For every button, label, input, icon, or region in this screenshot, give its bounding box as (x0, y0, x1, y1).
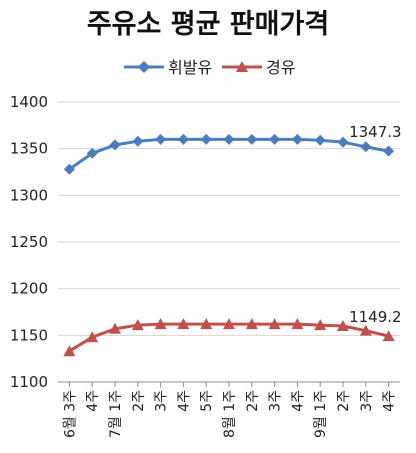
data-point-0-12 (337, 136, 349, 148)
y-tick-label: 1300 (10, 186, 48, 204)
data-point-0-6 (200, 133, 212, 145)
x-tick-label: 8월 1주 (222, 390, 238, 438)
data-point-1-0 (63, 345, 76, 357)
x-tick-label: 3주 (154, 390, 170, 412)
gridlines (58, 101, 400, 336)
data-point-0-3 (132, 135, 144, 147)
data-point-0-9 (269, 133, 281, 145)
data-point-0-4 (155, 133, 167, 145)
x-tick-label: 4주 (382, 390, 398, 412)
data-point-1-3 (131, 319, 144, 331)
data-point-1-14 (382, 330, 395, 342)
data-point-0-10 (291, 133, 303, 145)
legend-label-diesel: 경유 (266, 58, 295, 77)
data-point-1-4 (154, 318, 167, 330)
data-point-1-2 (109, 322, 121, 334)
x-tick-label: 3주 (268, 390, 284, 412)
legend-marker-diesel (236, 61, 248, 72)
data-point-0-2 (109, 139, 121, 151)
data-point-1-13 (359, 324, 372, 336)
x-tick-label: 2주 (336, 390, 352, 412)
x-tick-label: 4주 (176, 390, 192, 412)
data-point-0-1 (86, 147, 98, 159)
x-axis-ticks: 6월 3주 4주 7월 1주 2주 3주 4주 5주 8월 1주 2주 3주 4주 9월 1주 2주 3주… (62, 382, 398, 438)
data-point-0-7 (223, 133, 235, 145)
x-tick-label: 7월 1주 (108, 390, 124, 438)
data-point-1-8 (245, 318, 258, 330)
data-point-0-11 (314, 134, 326, 146)
data-point-1-11 (314, 319, 327, 331)
data-label-1: 1149.2 (349, 308, 402, 326)
legend-marker-gasoline (138, 61, 150, 73)
data-point-1-1 (86, 331, 99, 343)
x-tick-label: 4주 (290, 390, 306, 412)
x-tick-label: 5주 (199, 390, 215, 412)
legend: 휘발유 경유 (124, 58, 295, 77)
y-tick-label: 1250 (10, 233, 48, 251)
y-tick-label: 1100 (10, 373, 48, 391)
y-tick-label: 1400 (10, 93, 48, 111)
data-point-1-7 (223, 318, 235, 330)
y-tick-label: 1200 (10, 280, 48, 298)
data-point-0-13 (360, 141, 372, 153)
data-point-1-5 (177, 318, 190, 330)
y-tick-label: 1350 (10, 140, 48, 158)
data-label-0: 1347.3 (349, 123, 402, 141)
legend-label-gasoline: 휘발유 (168, 58, 212, 77)
data-point-1-12 (337, 320, 349, 331)
x-tick-label: 6월 3주 (62, 390, 78, 438)
y-axis-ticks: 1100 1150 1200 1250 1300 1350 1400 (10, 93, 48, 391)
y-tick-label: 1150 (10, 326, 48, 344)
data-point-0-8 (246, 133, 258, 145)
data-point-1-6 (200, 318, 213, 330)
data-point-0-5 (177, 133, 189, 145)
x-tick-label: 9월 1주 (313, 390, 329, 438)
chart-title: 주유소 평균 판매가격 (87, 9, 329, 40)
data-point-0-14 (383, 145, 395, 157)
data-point-0-0 (63, 163, 75, 175)
x-tick-label: 2주 (245, 390, 261, 412)
x-tick-label: 2주 (131, 390, 147, 412)
series-group (63, 133, 395, 357)
x-tick-label: 3주 (359, 390, 375, 412)
data-point-1-9 (268, 318, 281, 330)
data-labels: 1347.3 1149.2 (349, 123, 402, 326)
data-point-1-10 (291, 318, 304, 330)
x-tick-label: 4주 (85, 390, 101, 412)
